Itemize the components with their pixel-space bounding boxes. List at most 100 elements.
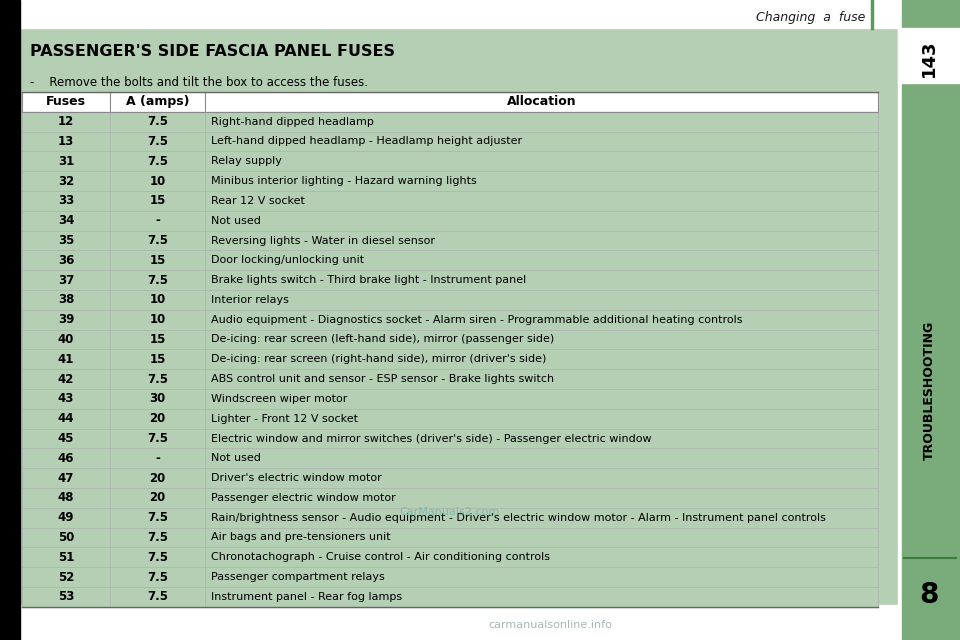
- Text: 42: 42: [58, 372, 74, 385]
- Text: 31: 31: [58, 155, 74, 168]
- Text: 53: 53: [58, 590, 74, 604]
- Bar: [22, 527, 878, 547]
- Text: 8: 8: [920, 581, 939, 609]
- Text: Instrument panel - Rear fog lamps: Instrument panel - Rear fog lamps: [211, 592, 402, 602]
- Text: 40: 40: [58, 333, 74, 346]
- Text: 50: 50: [58, 531, 74, 544]
- Text: Rear 12 V socket: Rear 12 V socket: [211, 196, 305, 206]
- Text: Minibus interior lighting - Hazard warning lights: Minibus interior lighting - Hazard warni…: [211, 176, 477, 186]
- Text: 7.5: 7.5: [147, 234, 168, 247]
- Text: 32: 32: [58, 175, 74, 188]
- Text: carmanualsonline.info: carmanualsonline.info: [488, 620, 612, 630]
- Bar: [22, 468, 878, 488]
- Bar: [22, 429, 878, 449]
- Bar: [22, 330, 878, 349]
- Text: Passenger electric window motor: Passenger electric window motor: [211, 493, 396, 503]
- Text: Left-hand dipped headlamp - Headlamp height adjuster: Left-hand dipped headlamp - Headlamp hei…: [211, 136, 522, 147]
- Text: 49: 49: [58, 511, 74, 524]
- Text: Interior relays: Interior relays: [211, 295, 289, 305]
- Text: 12: 12: [58, 115, 74, 128]
- Bar: [22, 112, 878, 132]
- Text: ABS control unit and sensor - ESP sensor - Brake lights switch: ABS control unit and sensor - ESP sensor…: [211, 374, 554, 384]
- Bar: [22, 230, 878, 250]
- Text: Electric window and mirror switches (driver's side) - Passenger electric window: Electric window and mirror switches (dri…: [211, 433, 652, 444]
- Text: 7.5: 7.5: [147, 135, 168, 148]
- Text: 41: 41: [58, 353, 74, 366]
- Text: 7.5: 7.5: [147, 571, 168, 584]
- Text: 20: 20: [150, 492, 166, 504]
- Bar: [898, 0, 902, 640]
- Text: PASSENGER'S SIDE FASCIA PANEL FUSES: PASSENGER'S SIDE FASCIA PANEL FUSES: [30, 44, 395, 59]
- Text: 52: 52: [58, 571, 74, 584]
- Bar: [0, 0, 20, 640]
- Text: Relay supply: Relay supply: [211, 156, 282, 166]
- Text: -: -: [156, 452, 160, 465]
- Text: Windscreen wiper motor: Windscreen wiper motor: [211, 394, 348, 404]
- Text: 48: 48: [58, 492, 74, 504]
- Bar: [22, 488, 878, 508]
- Text: 10: 10: [150, 293, 166, 307]
- Bar: [22, 290, 878, 310]
- Text: 35: 35: [58, 234, 74, 247]
- Text: 47: 47: [58, 472, 74, 484]
- Text: Not used: Not used: [211, 453, 261, 463]
- Text: 51: 51: [58, 551, 74, 564]
- Text: -    Remove the bolts and tilt the box to access the fuses.: - Remove the bolts and tilt the box to a…: [30, 77, 368, 90]
- Text: -: -: [156, 214, 160, 227]
- Text: 20: 20: [150, 472, 166, 484]
- Text: Passenger compartment relays: Passenger compartment relays: [211, 572, 385, 582]
- Text: Reversing lights - Water in diesel sensor: Reversing lights - Water in diesel senso…: [211, 236, 435, 246]
- Polygon shape: [22, 35, 858, 68]
- Text: 15: 15: [150, 353, 166, 366]
- Text: 10: 10: [150, 175, 166, 188]
- Text: De-icing: rear screen (left-hand side), mirror (passenger side): De-icing: rear screen (left-hand side), …: [211, 335, 554, 344]
- Text: 7.5: 7.5: [147, 115, 168, 128]
- Text: 44: 44: [58, 412, 74, 425]
- Bar: [22, 132, 878, 152]
- Bar: [22, 369, 878, 389]
- Bar: [22, 547, 878, 567]
- Bar: [22, 191, 878, 211]
- Text: 15: 15: [150, 254, 166, 267]
- Text: Fuses: Fuses: [46, 95, 86, 108]
- Text: 7.5: 7.5: [147, 155, 168, 168]
- Text: 20: 20: [150, 412, 166, 425]
- Text: Chronotachograph - Cruise control - Air conditioning controls: Chronotachograph - Cruise control - Air …: [211, 552, 550, 563]
- Text: 7.5: 7.5: [147, 551, 168, 564]
- Text: TROUBLESHOOTING: TROUBLESHOOTING: [923, 321, 935, 460]
- Text: 10: 10: [150, 313, 166, 326]
- Bar: [22, 567, 878, 587]
- Text: 15: 15: [150, 333, 166, 346]
- Bar: [902, 0, 960, 640]
- Bar: [22, 310, 878, 330]
- Bar: [22, 587, 878, 607]
- Bar: [20, 0, 920, 28]
- Bar: [22, 171, 878, 191]
- Text: Not used: Not used: [211, 216, 261, 226]
- Bar: [22, 92, 878, 112]
- Text: 34: 34: [58, 214, 74, 227]
- Text: Brake lights switch - Third brake light - Instrument panel: Brake lights switch - Third brake light …: [211, 275, 526, 285]
- Text: 39: 39: [58, 313, 74, 326]
- Text: Audio equipment - Diagnostics socket - Alarm siren - Programmable additional hea: Audio equipment - Diagnostics socket - A…: [211, 315, 742, 324]
- Text: A (amps): A (amps): [126, 95, 189, 108]
- Text: 46: 46: [58, 452, 74, 465]
- Text: CarManuals2.com: CarManuals2.com: [400, 507, 500, 517]
- Text: 43: 43: [58, 392, 74, 405]
- Bar: [22, 449, 878, 468]
- Text: 45: 45: [58, 432, 74, 445]
- Text: 13: 13: [58, 135, 74, 148]
- Text: 7.5: 7.5: [147, 372, 168, 385]
- Text: 38: 38: [58, 293, 74, 307]
- Bar: [898, 28, 960, 83]
- Bar: [20, 605, 898, 640]
- Text: 36: 36: [58, 254, 74, 267]
- Text: 33: 33: [58, 195, 74, 207]
- Text: Rain/brightness sensor - Audio equipment - Driver's electric window motor - Alar: Rain/brightness sensor - Audio equipment…: [211, 513, 826, 523]
- Bar: [22, 270, 878, 290]
- Text: 30: 30: [150, 392, 166, 405]
- Bar: [22, 389, 878, 409]
- Text: Air bags and pre-tensioners unit: Air bags and pre-tensioners unit: [211, 532, 391, 543]
- Text: Allocation: Allocation: [507, 95, 576, 108]
- Text: 143: 143: [920, 39, 938, 77]
